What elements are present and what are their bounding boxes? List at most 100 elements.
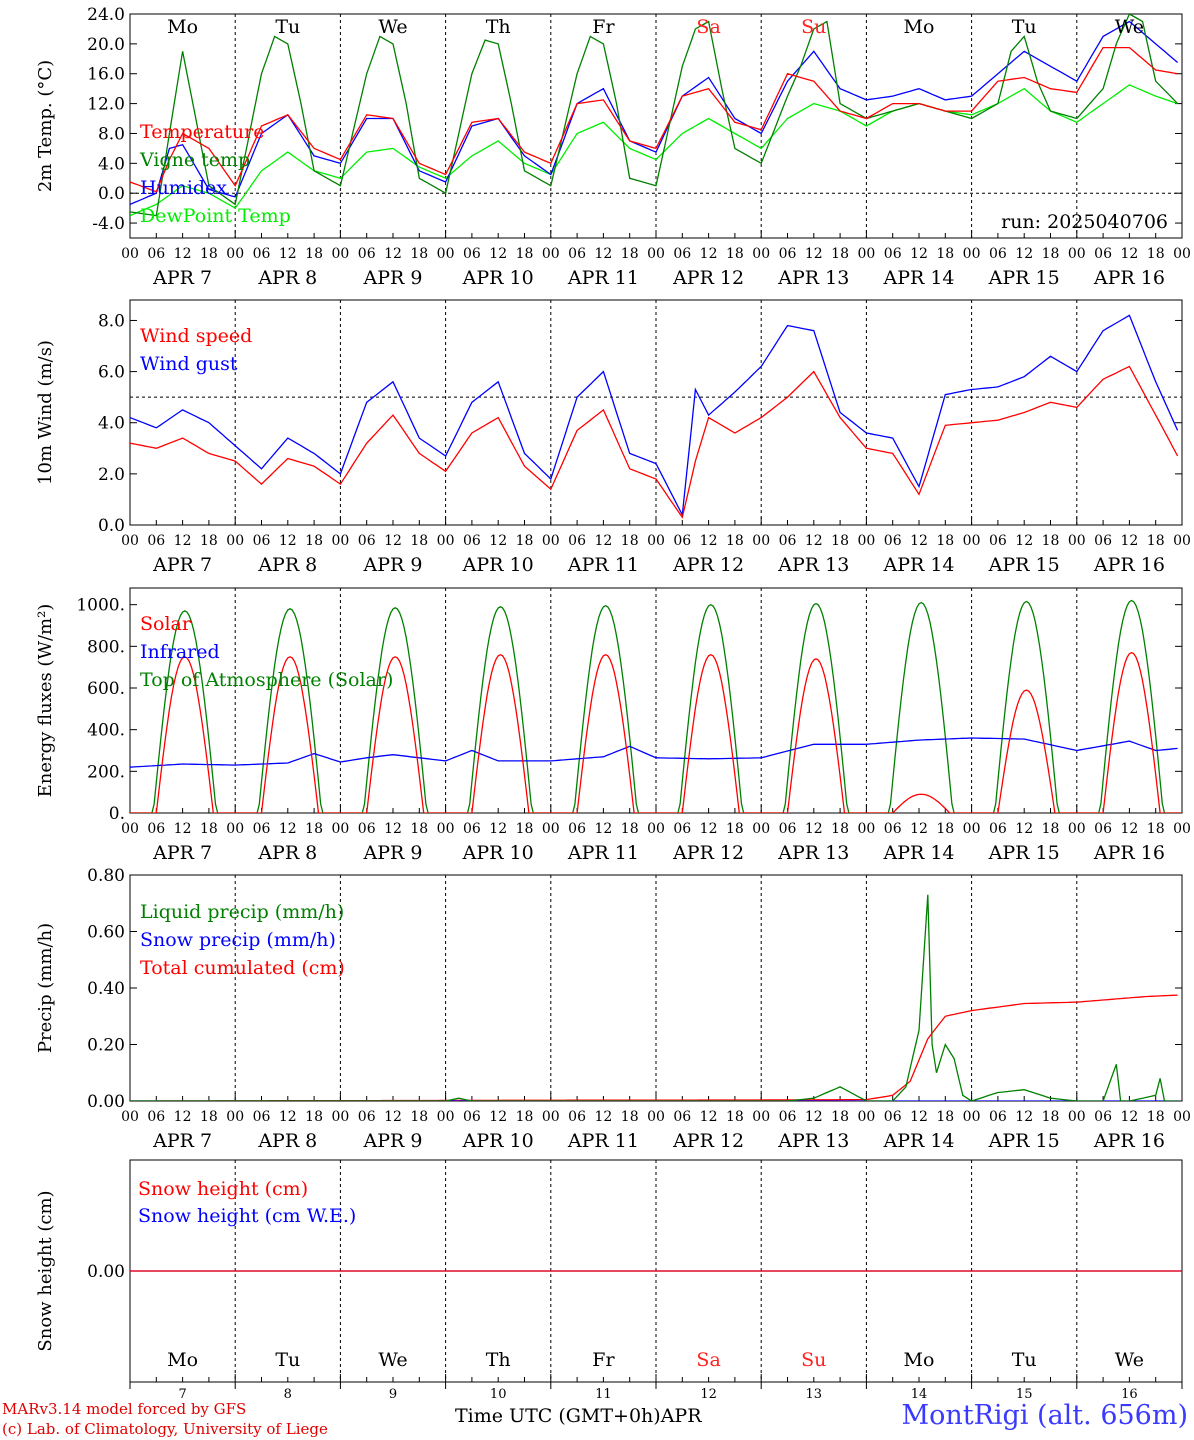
- hour-label: 12: [279, 1109, 297, 1125]
- hour-label: 06: [989, 533, 1007, 549]
- hour-label: 06: [253, 533, 271, 549]
- series-line-humidex: [130, 20, 1179, 205]
- hour-label: 06: [147, 533, 165, 549]
- hour-label: 18: [726, 1109, 744, 1125]
- hour-label: 06: [989, 246, 1007, 262]
- hour-label: 00: [647, 821, 665, 837]
- hour-label: 12: [910, 1109, 928, 1125]
- hour-label: 00: [226, 1109, 244, 1125]
- hour-label: 12: [700, 821, 718, 837]
- weekday-label: Sa: [696, 1349, 720, 1371]
- hour-label: 18: [831, 821, 849, 837]
- hour-label: 12: [489, 1109, 507, 1125]
- weekday-label: Tu: [275, 1349, 300, 1371]
- hour-label: 18: [621, 821, 639, 837]
- hour-label: 12: [279, 533, 297, 549]
- legend-entry: Total cumulated (cm): [140, 957, 345, 979]
- hour-label: 06: [568, 246, 586, 262]
- hour-label: 00: [1068, 533, 1086, 549]
- y-tick-label: 24.0: [87, 5, 125, 25]
- series-line-temperature: [130, 46, 1178, 193]
- y-tick-label: 0.40: [87, 979, 125, 999]
- hour-label: 12: [174, 246, 192, 262]
- hour-label: 00: [1068, 821, 1086, 837]
- hour-label: 00: [542, 1109, 560, 1125]
- hour-label: 06: [463, 533, 481, 549]
- hour-label: 00: [647, 1109, 665, 1125]
- hour-label: 12: [1015, 533, 1033, 549]
- hour-label: 00: [647, 533, 665, 549]
- date-label: APR 14: [882, 267, 954, 289]
- hour-label: 12: [700, 1109, 718, 1125]
- hour-label: 12: [594, 1109, 612, 1125]
- hour-label: 00: [121, 246, 139, 262]
- hour-label: 12: [700, 533, 718, 549]
- date-label: APR 12: [672, 267, 744, 289]
- hour-label: 06: [884, 821, 902, 837]
- hour-label: 06: [358, 1109, 376, 1125]
- date-label: APR 12: [672, 1130, 744, 1152]
- date-label: APR 13: [777, 267, 849, 289]
- series-line-total-cumulated-cm-: [130, 994, 1178, 1101]
- hour-label: 00: [752, 533, 770, 549]
- date-label: APR 10: [462, 842, 534, 864]
- day-number-label: 7: [178, 1387, 186, 1402]
- hour-label: 06: [463, 821, 481, 837]
- hour-label: 06: [358, 533, 376, 549]
- date-label: APR 16: [1093, 1130, 1165, 1152]
- hour-label: 18: [831, 1109, 849, 1125]
- hour-label: 00: [226, 533, 244, 549]
- hour-label: 12: [594, 533, 612, 549]
- model-credit: MARv3.14 model forced by GFS: [2, 1400, 247, 1418]
- hour-label: 06: [253, 821, 271, 837]
- date-label: APR 11: [567, 842, 639, 864]
- hour-label: 12: [1015, 1109, 1033, 1125]
- y-axis-label: Precip (mm/h): [35, 923, 56, 1053]
- hour-label: 06: [463, 246, 481, 262]
- series-line-dewpoint-temp: [130, 84, 1178, 217]
- hour-label: 06: [884, 246, 902, 262]
- hour-label: 00: [647, 246, 665, 262]
- hour-label: 12: [174, 1109, 192, 1125]
- weekday-label: Mo: [167, 16, 198, 38]
- hour-label: 18: [200, 821, 218, 837]
- hour-label: 06: [253, 246, 271, 262]
- hour-label: 18: [1042, 1109, 1060, 1125]
- y-tick-label: 0.80: [87, 866, 125, 886]
- date-label: APR 11: [567, 1130, 639, 1152]
- y-tick-label: 0.0: [98, 184, 125, 204]
- weekday-label: Tu: [275, 16, 300, 38]
- hour-label: 12: [174, 533, 192, 549]
- y-tick-label: 800.: [87, 637, 125, 657]
- hour-label: 00: [437, 246, 455, 262]
- hour-label: 12: [805, 533, 823, 549]
- hour-label: 06: [147, 821, 165, 837]
- hour-label: 12: [805, 821, 823, 837]
- hour-label: 06: [1094, 533, 1112, 549]
- hour-label: 18: [936, 821, 954, 837]
- y-tick-label: 0.00: [87, 1262, 125, 1282]
- hour-label: 12: [384, 246, 402, 262]
- hour-label: 00: [226, 821, 244, 837]
- hour-label: 18: [1147, 533, 1165, 549]
- legend-entry: Solar: [140, 613, 192, 635]
- hour-label: 06: [884, 533, 902, 549]
- series-line-liquid-precip-mm-h-: [130, 894, 1178, 1101]
- hour-label: 06: [1094, 246, 1112, 262]
- hour-label: 18: [200, 533, 218, 549]
- weekday-label: Mo: [904, 16, 935, 38]
- hour-label: 00: [331, 821, 349, 837]
- y-tick-label: 8.0: [98, 124, 125, 144]
- legend-entry: Snow precip (mm/h): [140, 929, 336, 951]
- y-tick-label: 400.: [87, 721, 125, 741]
- day-number-label: 16: [1121, 1387, 1138, 1402]
- hour-label: 18: [1147, 246, 1165, 262]
- hour-label: 00: [1173, 1109, 1191, 1125]
- date-label: APR 12: [672, 842, 744, 864]
- hour-label: 18: [936, 246, 954, 262]
- date-label: APR 14: [882, 842, 954, 864]
- hour-label: 18: [726, 246, 744, 262]
- weekday-label: Mo: [904, 1349, 935, 1371]
- hour-label: 18: [305, 533, 323, 549]
